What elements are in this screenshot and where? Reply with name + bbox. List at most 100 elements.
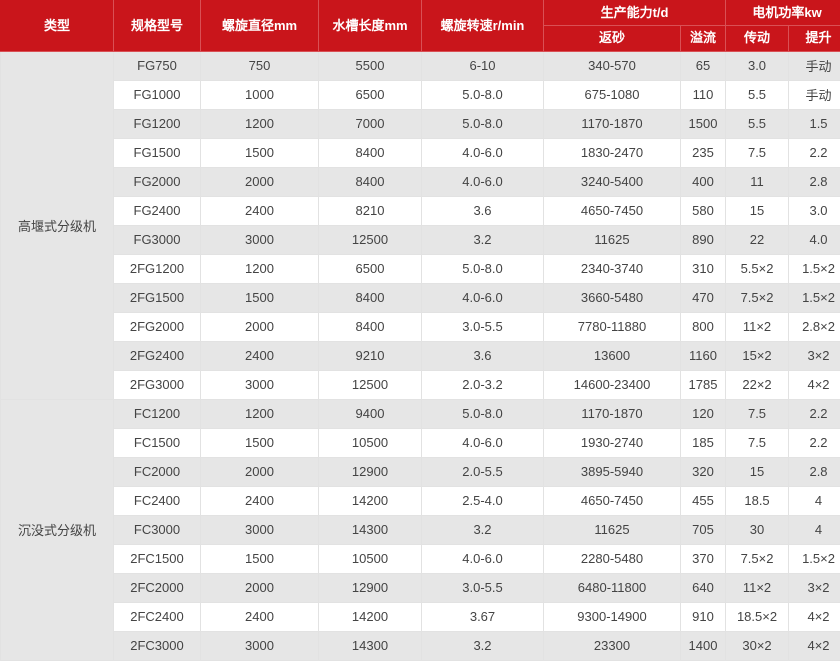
cell-diameter: 1500 xyxy=(201,283,319,312)
cell-speed: 3.2 xyxy=(422,225,544,254)
cell-capacity-sand: 3660-5480 xyxy=(544,283,681,312)
cell-capacity-sand: 4650-7450 xyxy=(544,196,681,225)
cell-trough-length: 12500 xyxy=(319,370,422,399)
cell-diameter: 1200 xyxy=(201,254,319,283)
cell-diameter: 2000 xyxy=(201,312,319,341)
cell-capacity-sand: 14600-23400 xyxy=(544,370,681,399)
cell-speed: 5.0-8.0 xyxy=(422,254,544,283)
header-model: 规格型号 xyxy=(114,1,201,52)
cell-trough-length: 8210 xyxy=(319,196,422,225)
cell-power-drive: 22 xyxy=(726,225,789,254)
cell-power-drive: 18.5×2 xyxy=(726,602,789,631)
table-header: 类型 规格型号 螺旋直径mm 水槽长度mm 螺旋转速r/min 生产能力t/d … xyxy=(1,1,840,52)
cell-power-drive: 5.5 xyxy=(726,109,789,138)
header-power-lift: 提升 xyxy=(789,26,840,51)
cell-power-drive: 7.5×2 xyxy=(726,544,789,573)
cell-capacity-overflow: 185 xyxy=(681,428,726,457)
cell-power-lift: 手动 xyxy=(789,51,840,80)
cell-trough-length: 10500 xyxy=(319,428,422,457)
cell-diameter: 1200 xyxy=(201,109,319,138)
cell-power-lift: 3×2 xyxy=(789,341,840,370)
cell-power-lift: 4×2 xyxy=(789,631,840,660)
cell-diameter: 2400 xyxy=(201,486,319,515)
header-power-drive: 传动 xyxy=(726,26,789,51)
cell-trough-length: 14200 xyxy=(319,486,422,515)
cell-capacity-overflow: 370 xyxy=(681,544,726,573)
cell-model: FC2400 xyxy=(114,486,201,515)
cell-speed: 3.67 xyxy=(422,602,544,631)
header-diameter: 螺旋直径mm xyxy=(201,1,319,52)
cell-diameter: 2400 xyxy=(201,602,319,631)
cell-model: FC1500 xyxy=(114,428,201,457)
cell-trough-length: 14300 xyxy=(319,631,422,660)
header-capacity-sand: 返砂 xyxy=(544,26,681,51)
cell-trough-length: 12900 xyxy=(319,457,422,486)
header-trough-length: 水槽长度mm xyxy=(319,1,422,52)
cell-capacity-overflow: 910 xyxy=(681,602,726,631)
cell-capacity-sand: 3240-5400 xyxy=(544,167,681,196)
cell-model: FG1200 xyxy=(114,109,201,138)
cell-model: FC2000 xyxy=(114,457,201,486)
cell-power-lift: 2.2 xyxy=(789,138,840,167)
cell-capacity-sand: 13600 xyxy=(544,341,681,370)
cell-diameter: 2000 xyxy=(201,573,319,602)
cell-diameter: 1500 xyxy=(201,544,319,573)
cell-power-drive: 3.0 xyxy=(726,51,789,80)
cell-capacity-overflow: 235 xyxy=(681,138,726,167)
cell-capacity-overflow: 1160 xyxy=(681,341,726,370)
cell-power-lift: 2.8×2 xyxy=(789,312,840,341)
cell-speed: 2.0-3.2 xyxy=(422,370,544,399)
cell-power-drive: 11×2 xyxy=(726,573,789,602)
cell-trough-length: 9210 xyxy=(319,341,422,370)
cell-power-drive: 5.5 xyxy=(726,80,789,109)
cell-speed: 4.0-6.0 xyxy=(422,167,544,196)
cell-power-drive: 18.5 xyxy=(726,486,789,515)
cell-model: FG2000 xyxy=(114,167,201,196)
cell-power-lift: 4 xyxy=(789,515,840,544)
cell-model: 2FC3000 xyxy=(114,631,201,660)
cell-model: 2FG3000 xyxy=(114,370,201,399)
cell-speed: 2.5-4.0 xyxy=(422,486,544,515)
cell-trough-length: 14200 xyxy=(319,602,422,631)
cell-capacity-sand: 2280-5480 xyxy=(544,544,681,573)
cell-capacity-overflow: 1500 xyxy=(681,109,726,138)
cell-diameter: 750 xyxy=(201,51,319,80)
cell-power-drive: 7.5 xyxy=(726,428,789,457)
cell-capacity-overflow: 640 xyxy=(681,573,726,602)
cell-capacity-overflow: 890 xyxy=(681,225,726,254)
cell-capacity-overflow: 705 xyxy=(681,515,726,544)
cell-diameter: 1200 xyxy=(201,399,319,428)
cell-capacity-sand: 340-570 xyxy=(544,51,681,80)
cell-speed: 3.0-5.5 xyxy=(422,573,544,602)
cell-trough-length: 6500 xyxy=(319,80,422,109)
cell-model: 2FG1200 xyxy=(114,254,201,283)
cell-power-drive: 7.5 xyxy=(726,138,789,167)
cell-capacity-sand: 7780-11880 xyxy=(544,312,681,341)
cell-diameter: 2000 xyxy=(201,167,319,196)
cell-speed: 5.0-8.0 xyxy=(422,399,544,428)
cell-diameter: 2400 xyxy=(201,341,319,370)
cell-trough-length: 7000 xyxy=(319,109,422,138)
cell-model: 2FC2000 xyxy=(114,573,201,602)
table-row: FG1500150084004.0-6.01830-24702357.52.21… xyxy=(1,138,840,167)
cell-model: FG3000 xyxy=(114,225,201,254)
cell-diameter: 3000 xyxy=(201,631,319,660)
cell-model: FG750 xyxy=(114,51,201,80)
cell-capacity-sand: 1170-1870 xyxy=(544,109,681,138)
cell-speed: 4.0-6.0 xyxy=(422,544,544,573)
cell-trough-length: 12900 xyxy=(319,573,422,602)
table-row: FC24002400142002.5-4.04650-745045518.544… xyxy=(1,486,840,515)
cell-power-drive: 11 xyxy=(726,167,789,196)
cell-trough-length: 9400 xyxy=(319,399,422,428)
cell-power-lift: 3.0 xyxy=(789,196,840,225)
cell-model: 2FG1500 xyxy=(114,283,201,312)
cell-model: 2FC2400 xyxy=(114,602,201,631)
cell-diameter: 1500 xyxy=(201,138,319,167)
cell-speed: 6-10 xyxy=(422,51,544,80)
